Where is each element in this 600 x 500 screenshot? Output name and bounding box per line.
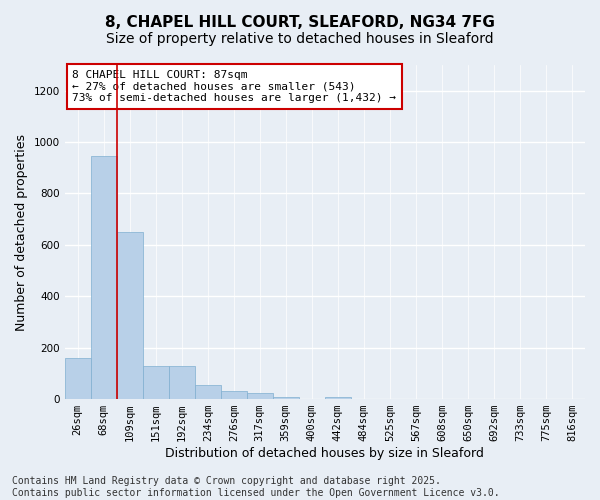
Bar [143,366,169,399]
Y-axis label: Number of detached properties: Number of detached properties [15,134,28,330]
Text: 8, CHAPEL HILL COURT, SLEAFORD, NG34 7FG: 8, CHAPEL HILL COURT, SLEAFORD, NG34 7FG [105,15,495,30]
Text: 8 CHAPEL HILL COURT: 87sqm
← 27% of detached houses are smaller (543)
73% of sem: 8 CHAPEL HILL COURT: 87sqm ← 27% of deta… [73,70,397,103]
Text: Contains HM Land Registry data © Crown copyright and database right 2025.
Contai: Contains HM Land Registry data © Crown c… [12,476,500,498]
X-axis label: Distribution of detached houses by size in Sleaford: Distribution of detached houses by size … [166,447,484,460]
Bar [247,392,273,399]
Text: Size of property relative to detached houses in Sleaford: Size of property relative to detached ho… [106,32,494,46]
Bar [65,358,91,399]
Bar [273,396,299,399]
Bar [117,232,143,399]
Bar [91,156,116,399]
Bar [195,385,221,399]
Bar [325,396,351,399]
Bar [221,392,247,399]
Bar [169,366,195,399]
